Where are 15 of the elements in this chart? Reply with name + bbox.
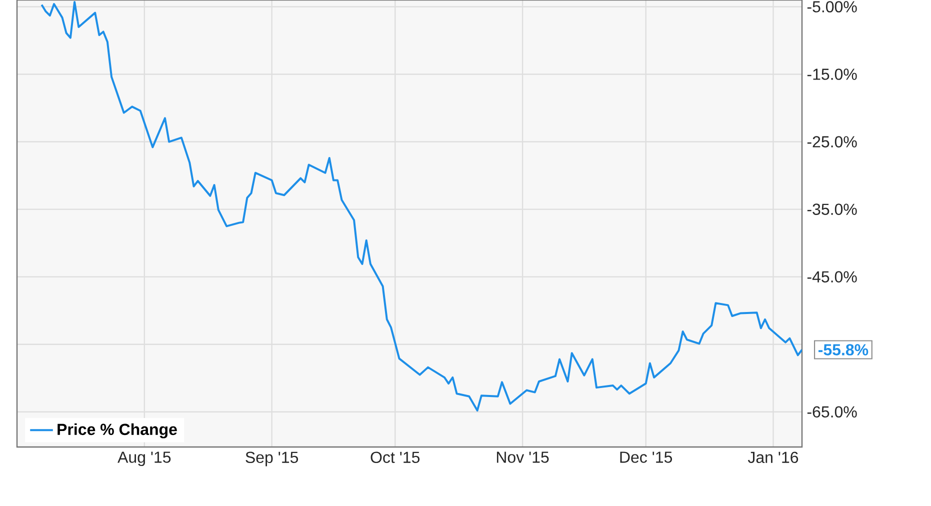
y-tick-label: -35.0% xyxy=(807,204,857,215)
y-tick-label: -5.00% xyxy=(807,1,857,12)
x-tick-label: Sep '15 xyxy=(246,452,298,466)
x-tick-label: Dec '15 xyxy=(620,452,672,463)
x-tick-label: Aug '15 xyxy=(118,452,171,466)
y-tick-label: -45.0% xyxy=(807,271,857,282)
line-series xyxy=(40,1,802,412)
legend-label: Price % Change xyxy=(58,423,177,438)
annotation: -55.8% xyxy=(818,344,868,356)
x-tick-label: Oct '15 xyxy=(370,452,420,464)
y-tick-label: -15.0% xyxy=(807,68,857,80)
y-tick-label: -65.0% xyxy=(807,406,857,418)
x-tick-label: Nov '15 xyxy=(496,452,549,463)
y-tick-label: -25.0% xyxy=(807,136,857,148)
x-tick-label: Jan '16 xyxy=(748,452,798,464)
